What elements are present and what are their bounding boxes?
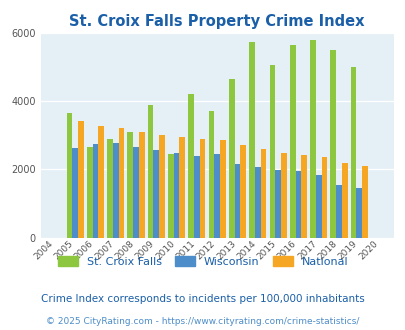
Bar	[275, 170, 280, 238]
Bar	[321, 157, 326, 238]
Bar	[133, 147, 139, 238]
Bar	[194, 156, 199, 238]
Bar	[159, 135, 164, 238]
Bar	[113, 143, 118, 238]
Text: Crime Index corresponds to incidents per 100,000 inhabitants: Crime Index corresponds to incidents per…	[41, 294, 364, 304]
Bar	[179, 137, 185, 238]
Bar	[188, 94, 194, 238]
Title: St. Croix Falls Property Crime Index: St. Croix Falls Property Crime Index	[69, 14, 364, 29]
Bar	[228, 79, 234, 238]
Bar	[269, 65, 275, 238]
Bar	[168, 154, 173, 238]
Bar	[72, 148, 78, 238]
Bar	[139, 132, 144, 238]
Bar	[153, 150, 159, 238]
Bar	[341, 163, 347, 238]
Bar	[127, 132, 133, 238]
Bar	[289, 45, 295, 238]
Bar	[280, 153, 286, 238]
Bar	[234, 164, 240, 238]
Bar	[107, 139, 113, 238]
Bar	[147, 105, 153, 238]
Legend: St. Croix Falls, Wisconsin, National: St. Croix Falls, Wisconsin, National	[58, 256, 347, 267]
Bar	[260, 148, 266, 238]
Bar	[214, 154, 220, 238]
Bar	[361, 166, 367, 238]
Bar	[330, 50, 335, 238]
Bar	[309, 40, 315, 238]
Bar	[173, 153, 179, 238]
Bar	[240, 145, 245, 238]
Bar	[92, 144, 98, 238]
Bar	[301, 155, 306, 238]
Bar	[87, 147, 92, 238]
Bar	[350, 67, 356, 238]
Bar	[66, 113, 72, 238]
Bar	[208, 112, 214, 238]
Bar	[78, 121, 83, 238]
Bar	[220, 140, 225, 238]
Bar	[118, 128, 124, 238]
Bar	[199, 139, 205, 238]
Bar	[315, 175, 321, 238]
Bar	[356, 188, 361, 238]
Bar	[254, 167, 260, 238]
Bar	[98, 126, 104, 238]
Bar	[295, 171, 301, 238]
Bar	[335, 185, 341, 238]
Bar	[249, 42, 254, 238]
Text: © 2025 CityRating.com - https://www.cityrating.com/crime-statistics/: © 2025 CityRating.com - https://www.city…	[46, 317, 359, 326]
